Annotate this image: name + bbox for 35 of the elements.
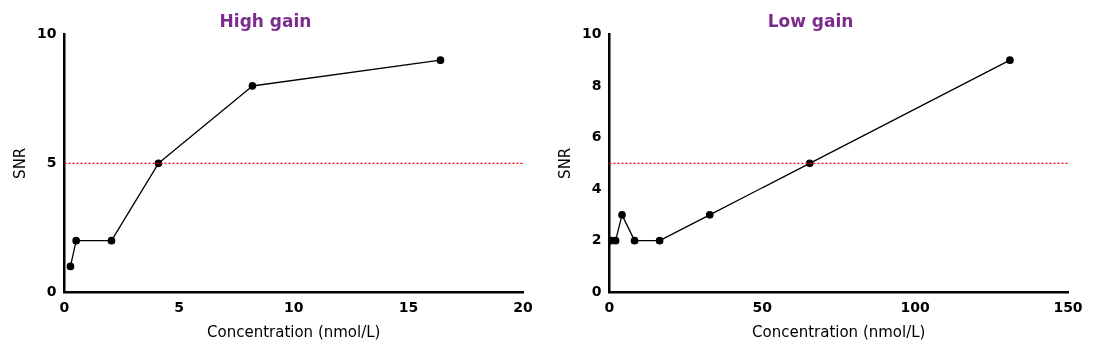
point bbox=[107, 236, 116, 245]
y-tick-label: 0 bbox=[591, 282, 602, 299]
point bbox=[618, 211, 626, 219]
point bbox=[705, 211, 714, 219]
point bbox=[805, 159, 814, 168]
point bbox=[248, 82, 257, 90]
x-tick-label: 5 bbox=[174, 299, 184, 316]
x-axis-title: Concentration (nmol/L) bbox=[207, 322, 381, 341]
y-tick-label: 6 bbox=[591, 128, 602, 145]
point bbox=[72, 236, 81, 245]
y-axis-title: SNR bbox=[555, 147, 574, 179]
chart-title: High gain bbox=[219, 10, 312, 31]
y-tick-label: 8 bbox=[591, 76, 602, 93]
y-tick-label: 0 bbox=[46, 282, 57, 299]
x-tick-label: 50 bbox=[752, 299, 773, 316]
x-tick-label: 0 bbox=[604, 299, 615, 316]
y-tick-label: 4 bbox=[591, 179, 602, 196]
y-tick-label: 2 bbox=[591, 231, 602, 248]
y-tick-label: 5 bbox=[46, 153, 57, 170]
x-axis-title: Concentration (nmol/L) bbox=[752, 322, 926, 341]
x-tick-label: 150 bbox=[1053, 299, 1083, 316]
x-tick-label: 20 bbox=[513, 299, 533, 316]
point bbox=[655, 236, 664, 245]
x-tick-label: 100 bbox=[900, 299, 931, 316]
point bbox=[436, 56, 445, 65]
x-tick-label: 0 bbox=[59, 299, 70, 316]
y-axis-title: SNR bbox=[10, 147, 29, 179]
x-tick-label: 10 bbox=[284, 299, 304, 316]
y-tick-label: 10 bbox=[582, 25, 602, 42]
point bbox=[66, 262, 75, 271]
point bbox=[1006, 56, 1014, 65]
y-tick-label: 10 bbox=[37, 25, 57, 42]
point bbox=[630, 236, 639, 245]
chart-title: Low gain bbox=[767, 10, 854, 31]
x-tick-label: 15 bbox=[398, 299, 419, 316]
